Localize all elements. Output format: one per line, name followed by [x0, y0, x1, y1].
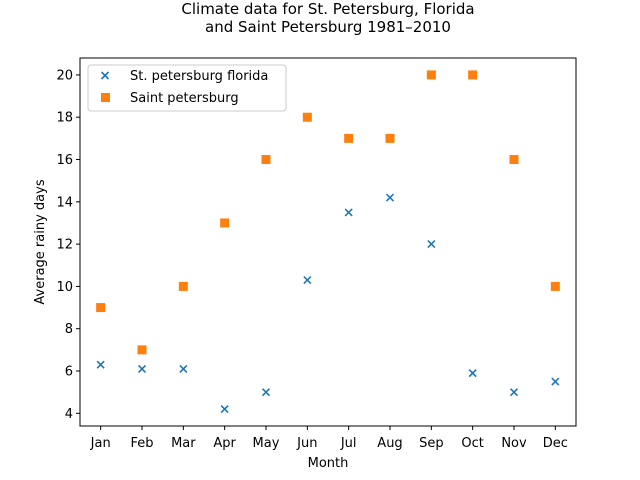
y-tick-label: 16: [56, 153, 73, 168]
x-tick-label: Mar: [171, 436, 196, 451]
x-tick-label: Apr: [213, 436, 236, 451]
point-square-marker: [220, 218, 230, 228]
point-x-marker: [137, 364, 147, 373]
chart-title-line-1: Climate data for St. Petersburg, Florida: [181, 0, 474, 18]
point-x-marker: [179, 364, 188, 373]
point-square-marker: [302, 112, 312, 122]
point-square-marker: [178, 281, 188, 291]
point-x-marker: [509, 388, 519, 397]
point-square-marker: [344, 133, 354, 143]
x-tick-label: Oct: [461, 436, 483, 451]
point-x-marker: [468, 369, 477, 378]
point-square-marker: [509, 155, 519, 165]
y-tick-label: 6: [65, 365, 73, 380]
point-square-marker: [426, 70, 436, 80]
point-square-marker: [261, 155, 271, 165]
x-tick-label: Sep: [419, 436, 444, 451]
plot-area-frame: [79, 57, 577, 427]
point-x-marker: [96, 360, 105, 369]
point-x-marker: [261, 388, 271, 397]
x-tick-label: Jan: [90, 436, 111, 451]
point-square-marker: [96, 303, 106, 313]
x-tick-label: Nov: [501, 436, 527, 451]
chart-title-line-2: and Saint Petersburg 1981–2010: [205, 18, 451, 36]
y-tick-label: 10: [56, 280, 73, 295]
x-axis-label: Month: [308, 456, 349, 471]
y-tick-label: 20: [56, 68, 73, 83]
data-marks: [96, 70, 560, 414]
point-x-marker: [344, 208, 353, 217]
y-tick-label: 12: [56, 238, 73, 253]
legend-marker-saint-petersburg: [101, 93, 110, 102]
point-x-marker: [385, 193, 395, 202]
x-tick-label: Aug: [377, 436, 402, 451]
x-tick-label: Jun: [296, 436, 317, 451]
legend-label-saint-petersburg: Saint petersburg: [130, 91, 239, 106]
point-square-marker: [468, 70, 478, 80]
y-axis-label: Average rainy days: [33, 179, 48, 304]
y-tick-label: 18: [56, 111, 73, 126]
legend-label-st-petersburg-florida: St. petersburg florida: [130, 69, 268, 84]
legend-box: [87, 64, 287, 112]
x-tick-label: Feb: [130, 436, 153, 451]
axis-ticks: 4 6 8 10 12 14 16 18 20 Jan Feb Mar Apr May Jun Jul Aug S…: [56, 68, 567, 451]
point-x-marker: [551, 377, 560, 386]
point-x-marker: [220, 405, 229, 414]
x-tick-label: May: [253, 436, 280, 451]
point-x-marker: [427, 240, 436, 249]
point-square-marker: [385, 133, 395, 143]
y-tick-label: 14: [56, 195, 73, 210]
y-tick-label: 8: [65, 322, 73, 337]
point-square-marker: [550, 281, 560, 291]
point-square-marker: [137, 345, 147, 355]
y-tick-label: 4: [65, 407, 73, 422]
legend: St. petersburg florida Saint petersburg: [87, 64, 287, 112]
point-x-marker: [303, 276, 312, 285]
x-tick-label: Jul: [340, 436, 357, 451]
legend-marker-st-petersburg-florida: [100, 71, 110, 80]
x-tick-label: Dec: [543, 436, 568, 451]
